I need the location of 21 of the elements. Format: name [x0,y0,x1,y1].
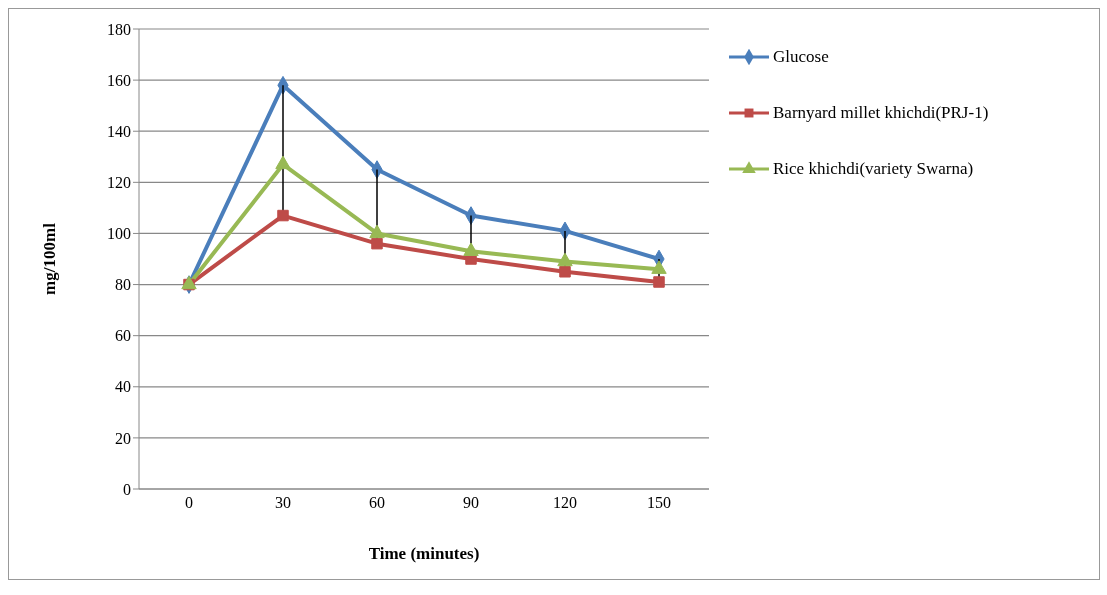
x-tick-label: 0 [185,494,193,512]
y-tick-label: 0 [123,480,131,498]
x-tick-label: 30 [275,494,291,512]
x-axis-title: Time (minutes) [368,544,480,563]
y-axis-title: mg/100ml [40,222,60,295]
legend-label: Barnyard millet khichdi(PRJ-1) [773,103,989,123]
y-tick-label: 20 [115,429,131,447]
y-tick-label: 60 [115,327,131,345]
y-tick-label: 80 [115,276,131,294]
legend-label: Glucose [773,47,829,67]
y-tick-label: 160 [107,71,131,89]
y-tick-label: 140 [107,122,131,140]
x-tick-label: 60 [369,494,385,512]
y-tick-label: 40 [115,378,131,396]
y-tick-label: 120 [107,174,131,192]
legend-label: Rice khichdi(variety Swarna) [773,159,974,179]
x-tick-label: 120 [553,494,577,512]
y-tick-label: 100 [107,225,131,243]
x-tick-label: 90 [463,494,479,512]
y-tick-label: 180 [107,20,131,38]
x-tick-label: 150 [647,494,671,512]
